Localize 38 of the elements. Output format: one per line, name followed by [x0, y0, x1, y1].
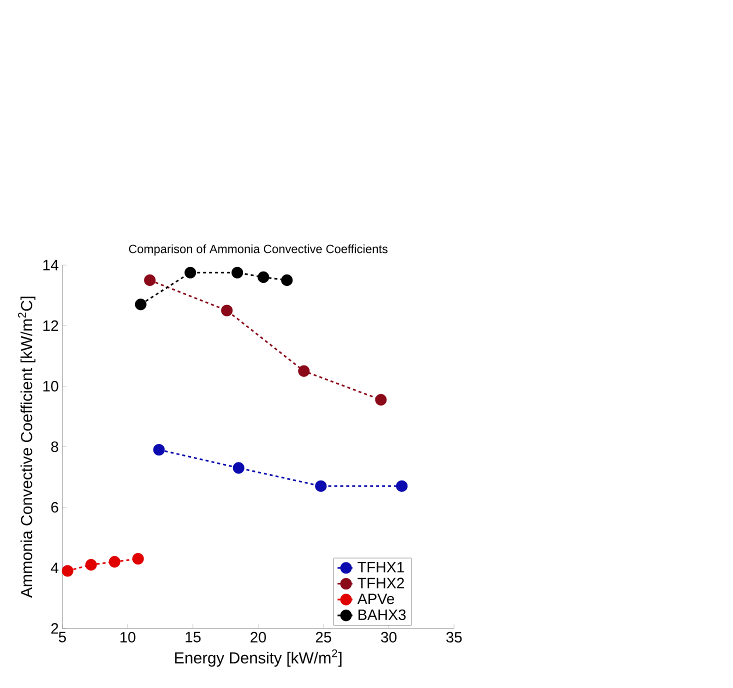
point	[375, 394, 387, 406]
x-tick-label: 30	[381, 632, 396, 643]
x-tick-label: 20	[250, 632, 266, 643]
y-tick-label: 4	[50, 562, 58, 574]
legend-label: TFHX2	[358, 578, 404, 588]
y-axis-title: Ammonia Convective Coefficient [kW/m$^{2}$C]	[18, 296, 36, 598]
legend-label: TFHX1	[358, 562, 404, 572]
point	[85, 559, 97, 571]
x-axis-title: Energy Density [kW/m$^{2}$]	[175, 649, 342, 667]
point	[184, 266, 196, 278]
y-tick-label: 12	[43, 320, 58, 331]
x-tick-label: 10	[120, 632, 136, 643]
x-tick-label: 15	[186, 632, 201, 642]
y-tick-label: 6	[51, 502, 58, 513]
chart-title: Comparison of Ammonia Convective Coefficients	[129, 244, 388, 256]
point	[134, 298, 146, 310]
point	[258, 271, 270, 283]
point	[153, 444, 165, 456]
point	[132, 553, 144, 565]
point	[232, 266, 244, 278]
point	[108, 556, 120, 568]
legend-label: BAHX3	[358, 609, 406, 620]
point	[232, 462, 244, 474]
x-tick-label: 35	[446, 632, 462, 643]
x-tick-label: 25	[316, 632, 332, 643]
y-tick-label: 10	[43, 380, 58, 392]
y-tick-label: 2	[51, 623, 58, 634]
legend-label: APVe	[357, 594, 394, 604]
point	[221, 304, 233, 316]
y-tick-label: 8	[51, 441, 58, 452]
point	[315, 480, 327, 492]
point	[281, 274, 293, 286]
point	[144, 274, 156, 286]
point	[298, 365, 310, 377]
point	[62, 565, 74, 577]
y-tick-label: 14	[43, 260, 58, 270]
x-tick-label: 5	[58, 632, 66, 642]
point	[396, 480, 408, 492]
